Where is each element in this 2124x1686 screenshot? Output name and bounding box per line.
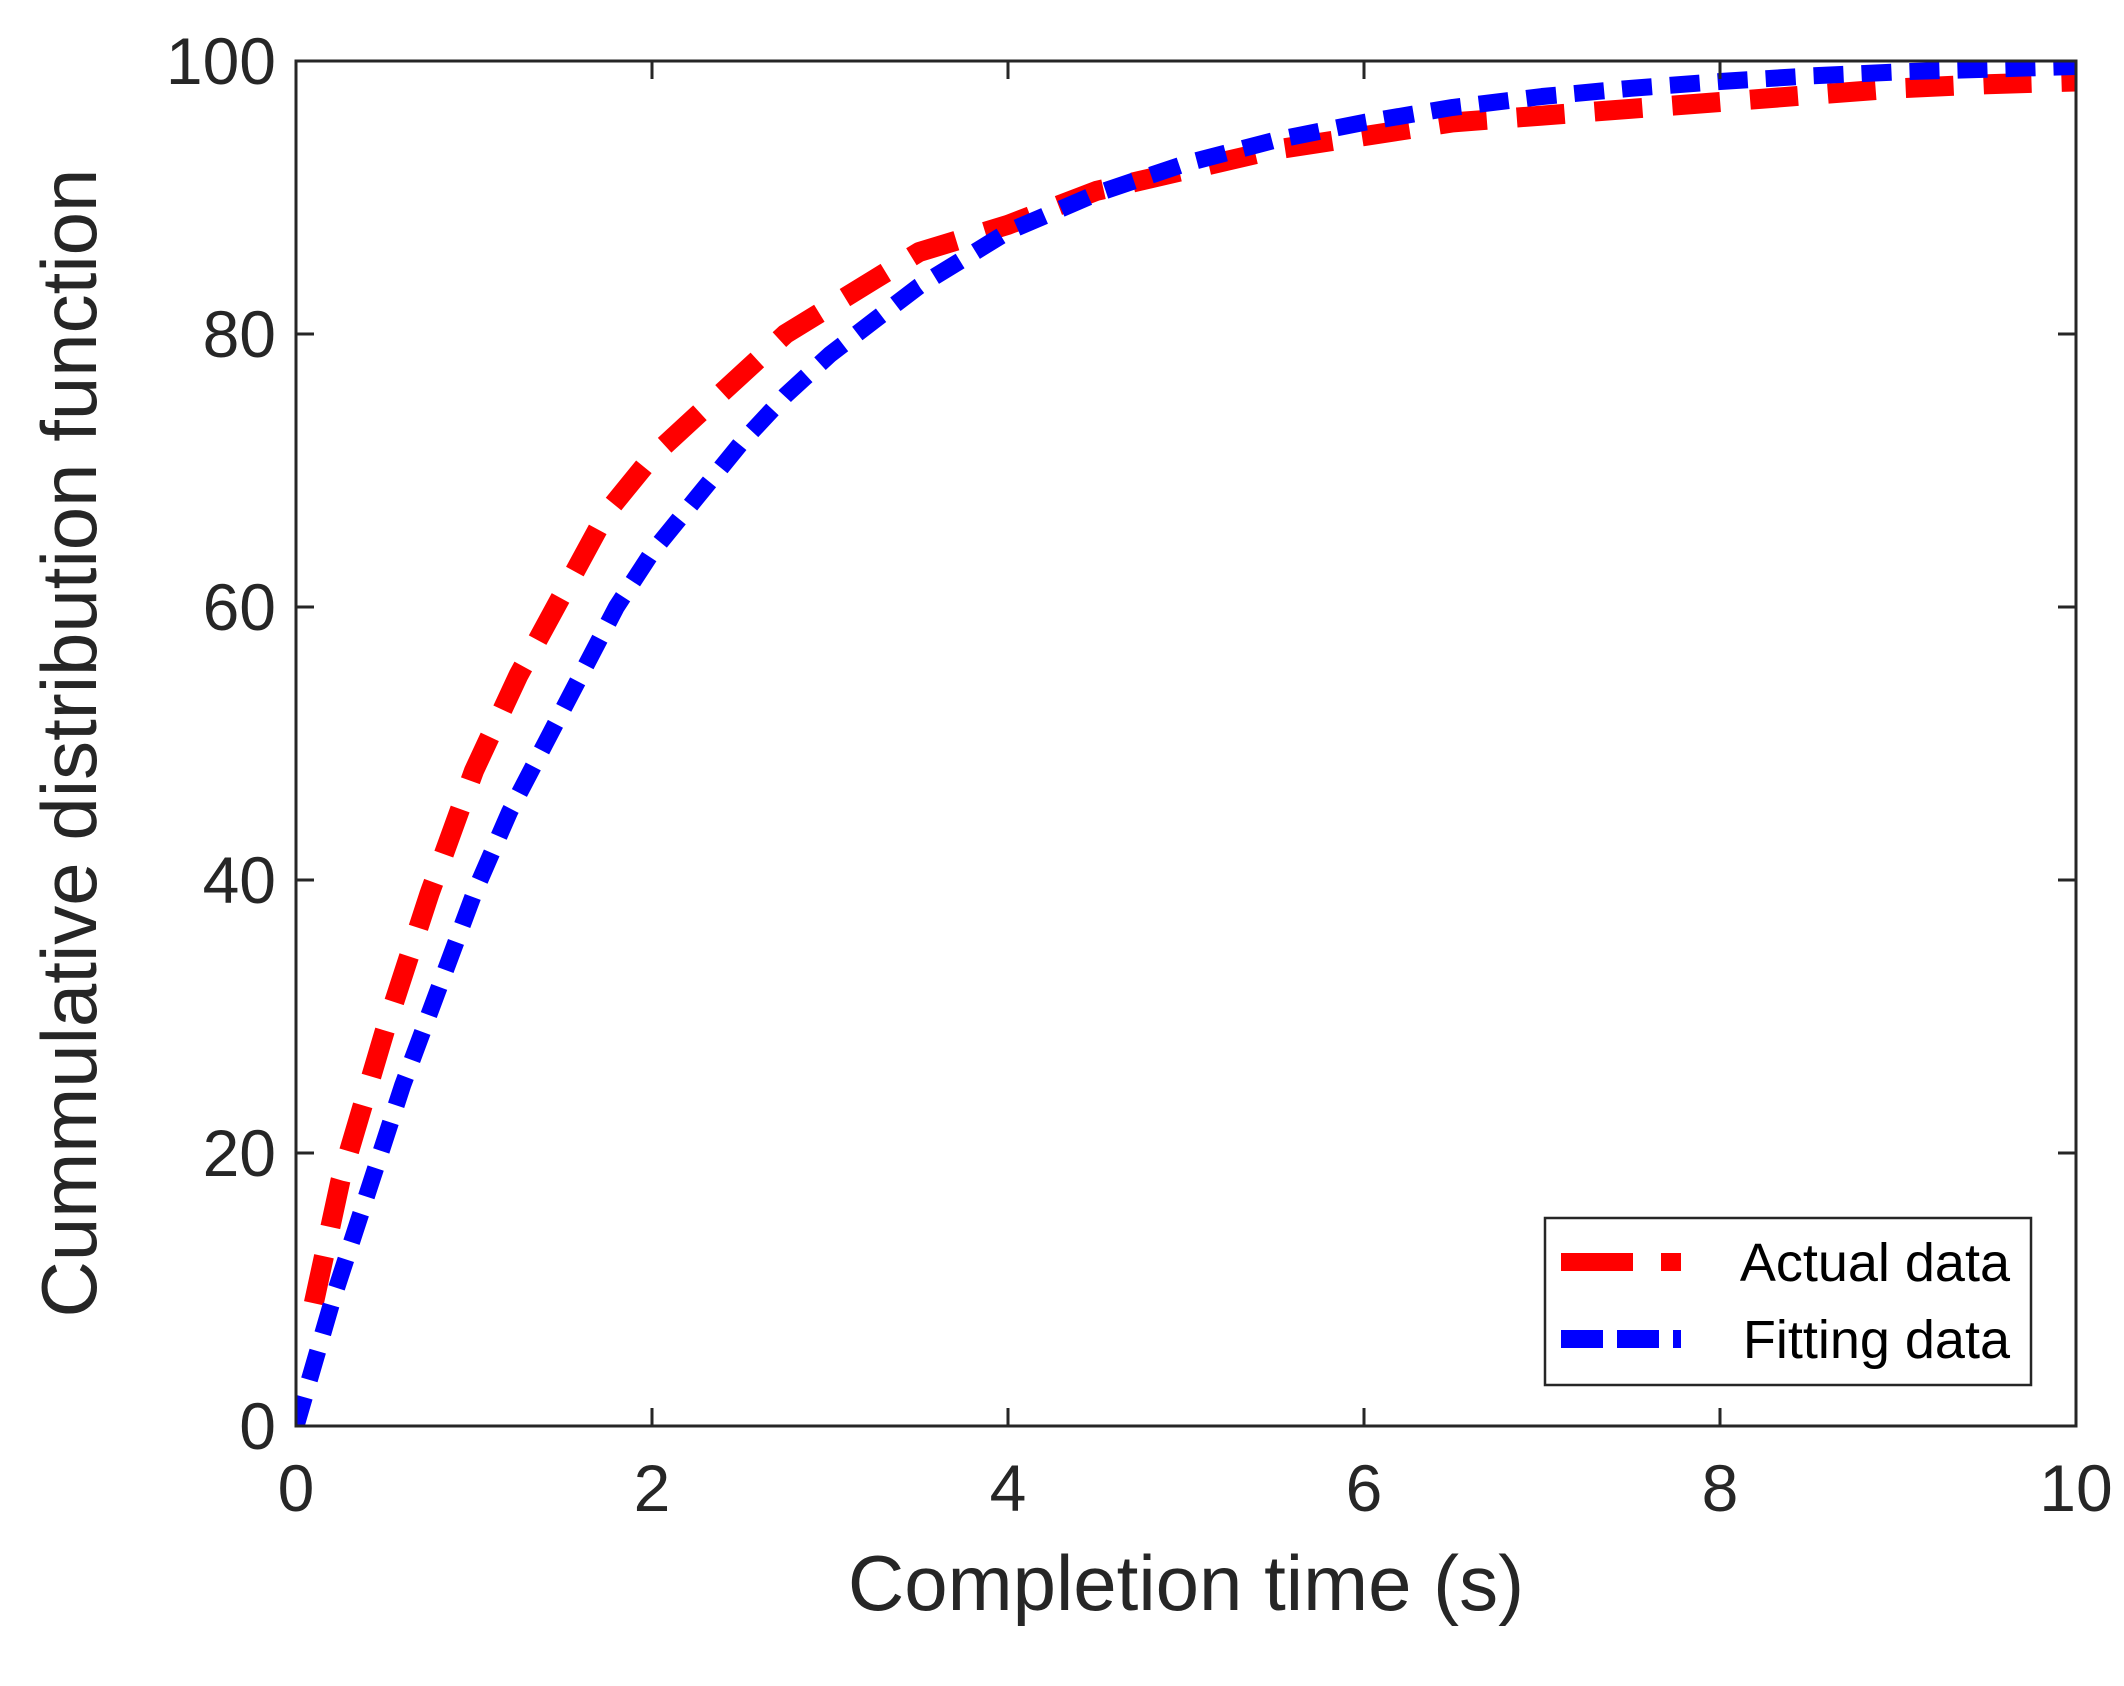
series-line-actual-data (304, 71, 2076, 1306)
series-line-fitting-data (296, 61, 2076, 1426)
x-tick-label-0: 0 (278, 1451, 315, 1525)
series-layer (296, 61, 2076, 1426)
x-tick-label-2: 2 (634, 1451, 671, 1525)
y-tick-label-0: 0 (239, 1389, 276, 1463)
y-tick-label-40: 40 (203, 843, 276, 917)
legend-box (1543, 1216, 2033, 1387)
y-axis-title: Cummulative distribution function (25, 169, 113, 1318)
legend-label-actual: Actual data (1740, 1233, 2011, 1293)
x-axis-title: Completion time (s) (848, 1539, 1524, 1627)
plot-area-background (296, 61, 2076, 1426)
y-tick-label-60: 60 (203, 570, 276, 644)
x-tick-label-4: 4 (990, 1451, 1027, 1525)
x-tick-label-8: 8 (1702, 1451, 1739, 1525)
legend-label-fitting: Fitting data (1743, 1310, 2011, 1370)
y-tick-label-20: 20 (203, 1116, 276, 1190)
y-tick-label-80: 80 (203, 297, 276, 371)
x-tick-label-6: 6 (1346, 1451, 1383, 1525)
legend: Actual data Fitting data (1543, 1216, 2033, 1387)
plot-frame (294, 59, 2078, 1428)
y-tick-label-100: 100 (166, 24, 276, 98)
x-tick-label-10: 10 (2039, 1451, 2112, 1525)
